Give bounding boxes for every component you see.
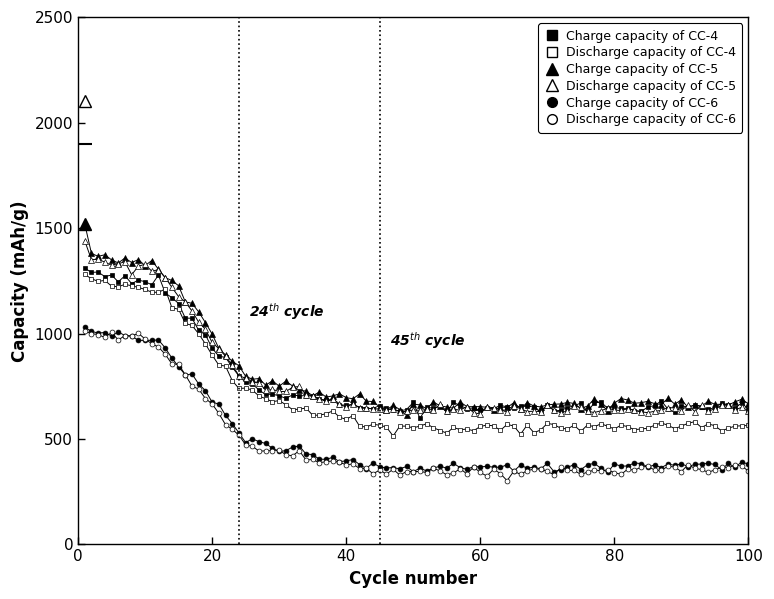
Text: 24$^{th}$ cycle: 24$^{th}$ cycle [249, 301, 325, 322]
Y-axis label: Capacity (mAh/g): Capacity (mAh/g) [11, 200, 29, 362]
Text: 45$^{th}$ cycle: 45$^{th}$ cycle [390, 331, 466, 352]
Legend: Charge capacity of CC-4, Discharge capacity of CC-4, Charge capacity of CC-5, Di: Charge capacity of CC-4, Discharge capac… [539, 23, 742, 132]
X-axis label: Cycle number: Cycle number [349, 570, 478, 588]
